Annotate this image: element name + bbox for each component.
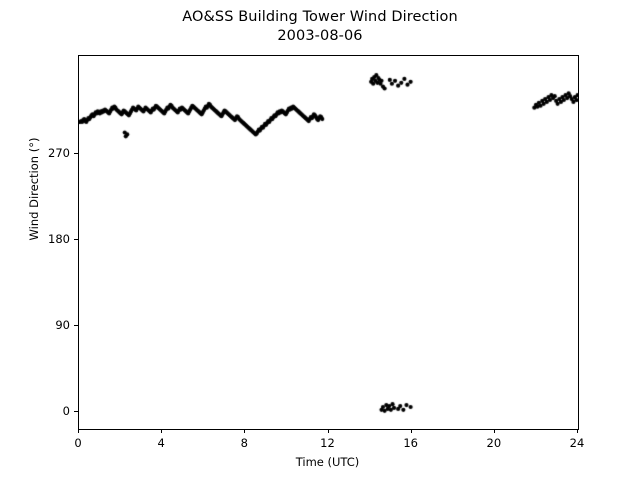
x-axis-label: Time (UTC) [295, 455, 360, 469]
x-tick-label: 12 [320, 436, 335, 450]
x-tick-label: 20 [486, 436, 502, 450]
x-tick-label: 8 [240, 436, 248, 450]
x-tick [327, 429, 329, 433]
y-tick-label: 180 [48, 231, 70, 246]
x-tick-label: 16 [403, 436, 418, 450]
x-tick [410, 429, 412, 433]
scatter-points-layer [79, 56, 578, 429]
x-tick-label: 0 [74, 436, 82, 450]
y-tick [74, 152, 78, 154]
x-tick [244, 429, 246, 433]
y-tick-label: 90 [55, 317, 70, 332]
y-tick-label: 0 [62, 403, 70, 418]
chart-title-subtitle: 2003-08-06 [277, 28, 363, 44]
y-tick [74, 238, 78, 240]
y-tick [74, 410, 78, 412]
plot-area [78, 55, 579, 430]
y-tick [74, 324, 78, 326]
x-tick-label: 24 [569, 436, 585, 450]
x-tick [78, 429, 79, 433]
x-tick [577, 429, 578, 433]
chart-title: AO&SS Building Tower Wind Direction 2003… [0, 8, 640, 46]
chart-title-line1: AO&SS Building Tower Wind Direction [182, 9, 458, 25]
x-tick [493, 429, 495, 433]
x-tick-label: 4 [157, 436, 165, 450]
y-axis-label: Wind Direction (°) [27, 137, 41, 241]
y-tick-label: 270 [48, 145, 70, 160]
x-tick [161, 429, 163, 433]
